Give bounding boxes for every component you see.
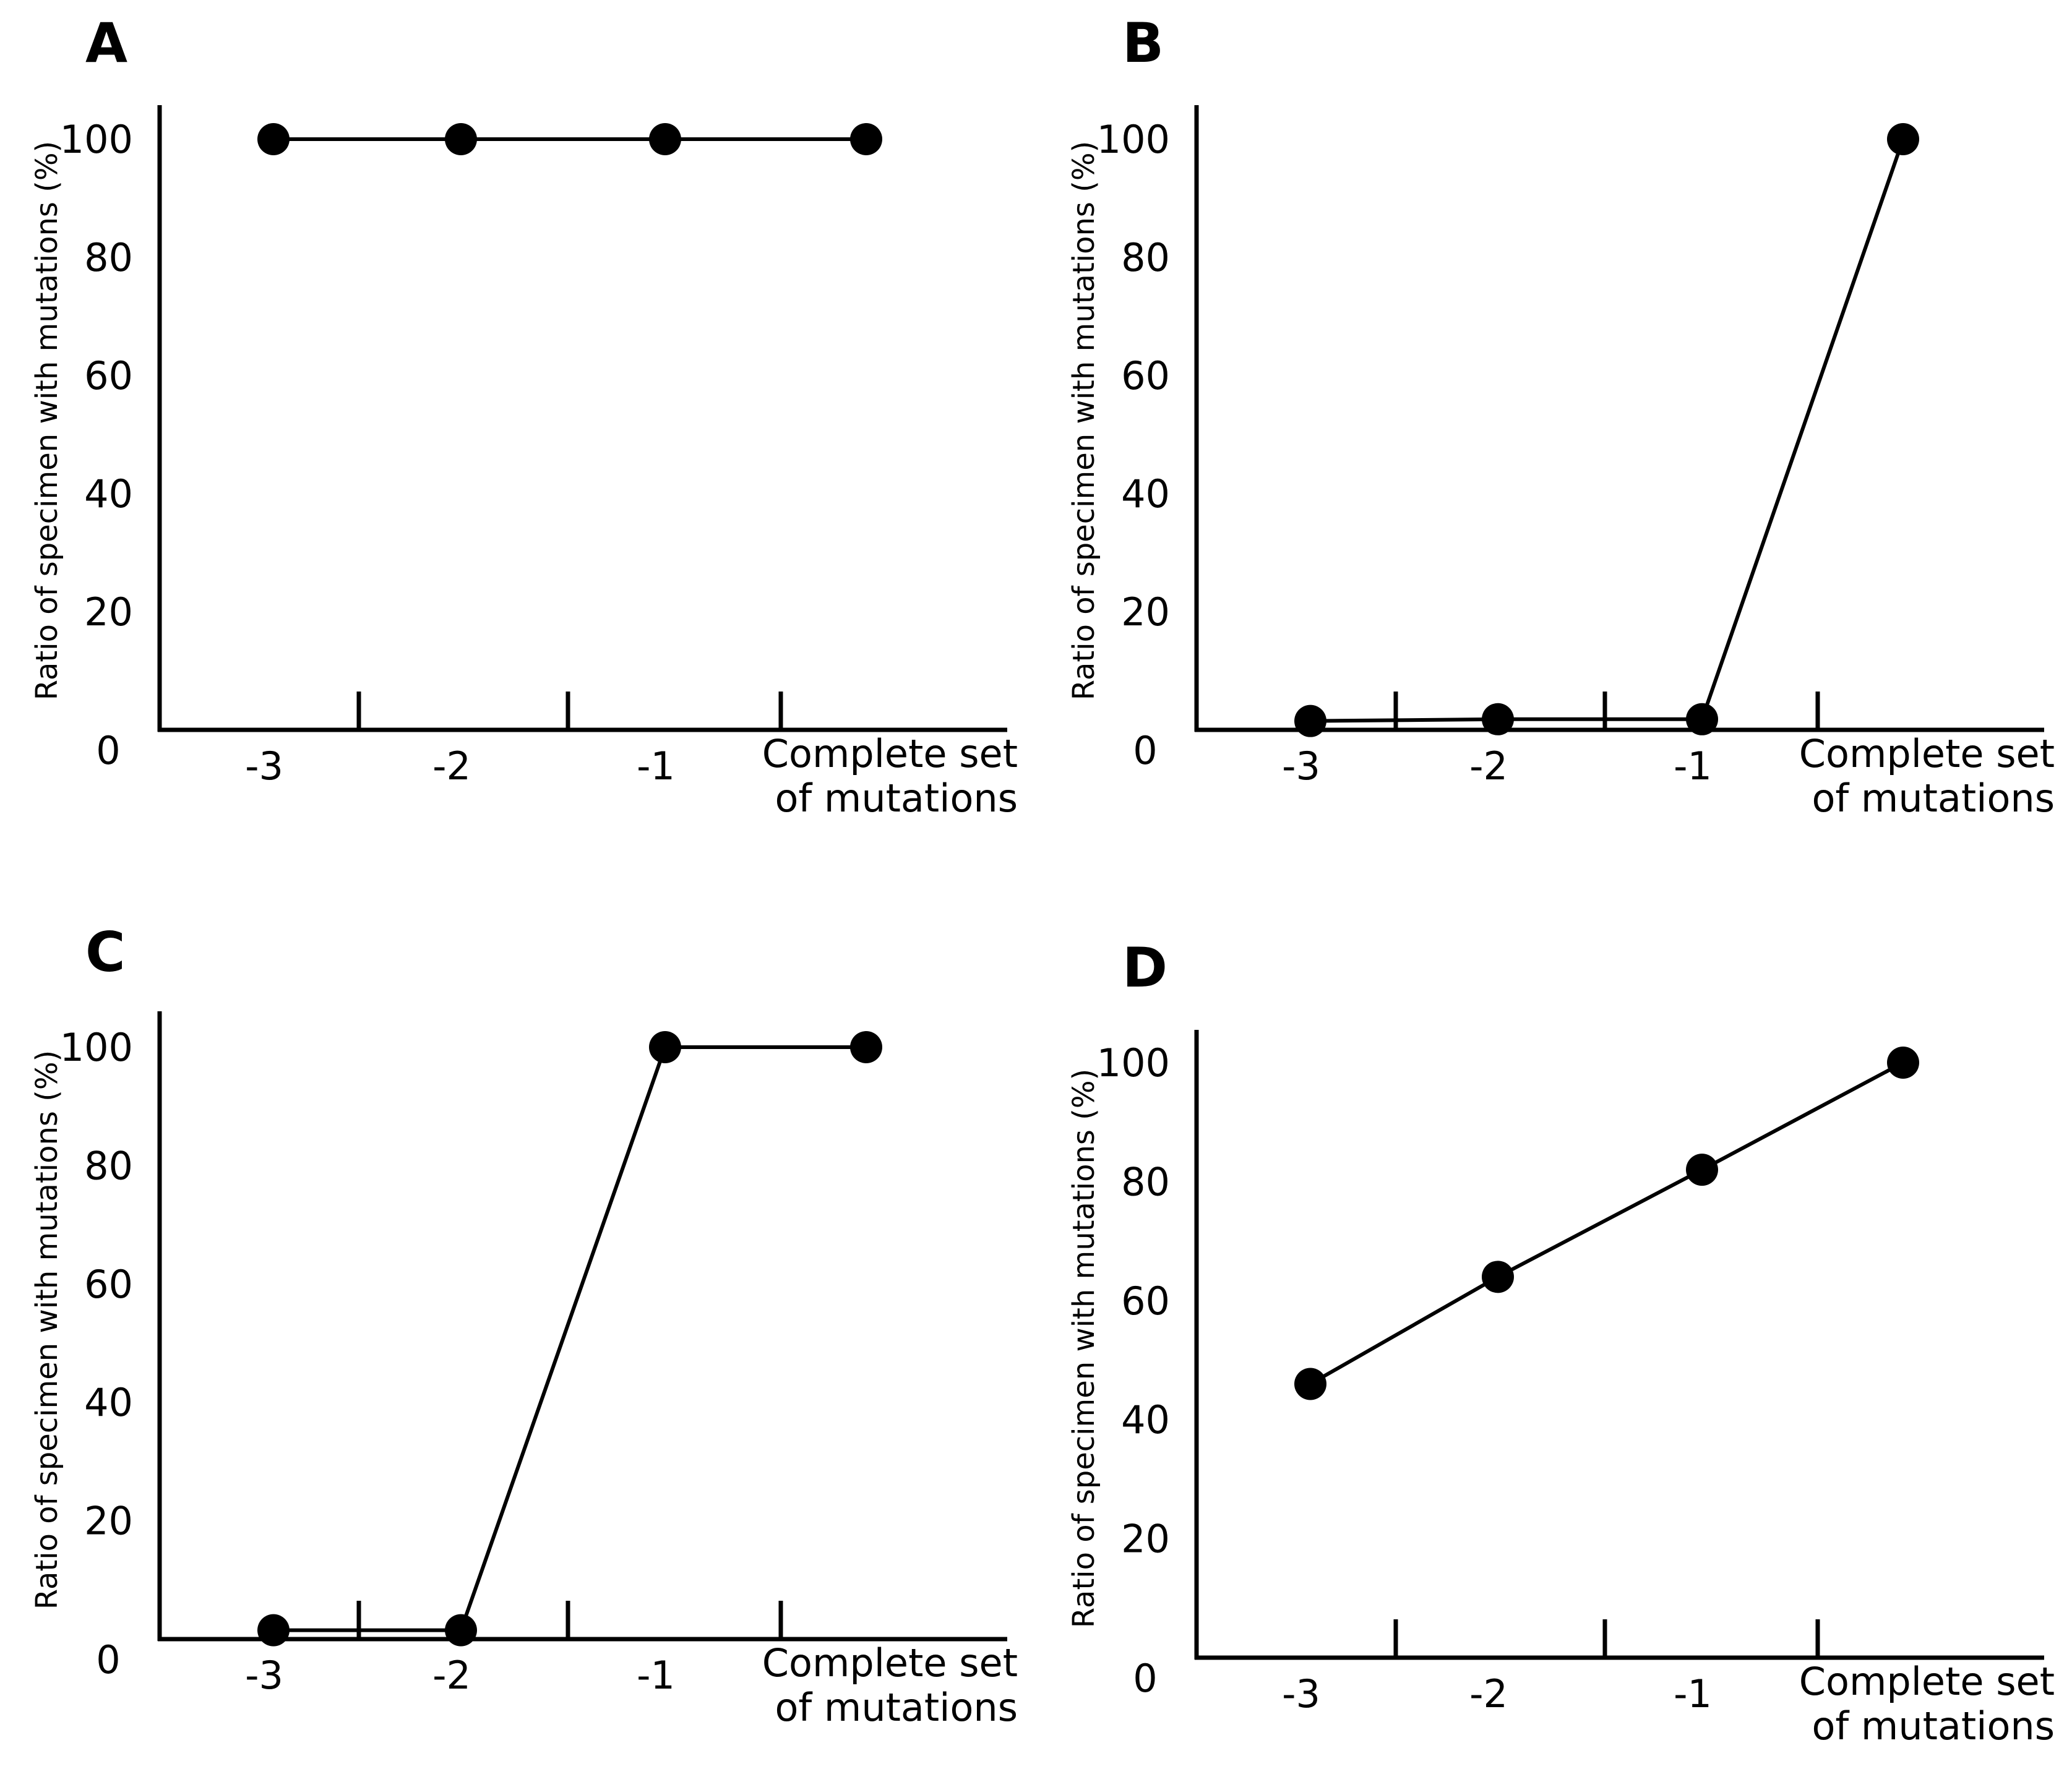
x-category-label: -3 (1282, 743, 1320, 789)
panel-a: A Ratio of specimen with mutations (%) 0 20… (30, 11, 1018, 821)
panel-letter: A (85, 11, 127, 75)
series-line (1310, 139, 1905, 723)
y-tick-label: 20 (1121, 589, 1170, 635)
y-tick-label: 0 (1133, 1656, 1157, 1701)
y-tick-label: 40 (1121, 471, 1170, 516)
y-tick-label: 100 (1097, 117, 1170, 162)
y-axis-label: Ratio of specimen with mutations (%) (1067, 1069, 1101, 1629)
x-category-label: Complete set of mutations (762, 731, 1018, 821)
data-point (1887, 1047, 1919, 1079)
x-category-label: Complete set of mutations (1799, 731, 2055, 821)
y-tick-label: 0 (96, 728, 120, 773)
y-tick-label: 0 (1133, 728, 1157, 773)
x-category-label: -2 (432, 1653, 471, 1698)
data-point (445, 1614, 477, 1647)
y-tick-label: 60 (1121, 353, 1170, 398)
data-point (1482, 1261, 1514, 1293)
data-point (1294, 1368, 1326, 1400)
y-tick-label: 80 (84, 1143, 133, 1188)
panel-c: C Ratio of specimen with mutations (%) 0 20… (30, 920, 1018, 1730)
panel-d: D Ratio of specimen with mutations (%) 0 20… (1067, 936, 2055, 1749)
data-point (1686, 703, 1718, 735)
x-category-label: -1 (637, 743, 675, 789)
series-line (273, 1045, 866, 1632)
y-tick-label: 60 (1121, 1279, 1170, 1324)
data-point (445, 123, 477, 155)
x-category-label: -3 (1282, 1671, 1320, 1716)
data-point (649, 1031, 681, 1063)
y-axis-label: Ratio of specimen with mutations (%) (30, 141, 64, 701)
data-point (1887, 123, 1919, 155)
data-point (649, 123, 681, 155)
y-tick-label: 80 (84, 235, 133, 280)
y-tick-label: 80 (1121, 235, 1170, 280)
y-tick-label: 80 (1121, 1159, 1170, 1204)
y-tick-label: 100 (60, 1025, 133, 1070)
panel-b: B Ratio of specimen with mutations (%) 0 20… (1067, 11, 2055, 821)
x-category-label: -1 (1674, 743, 1712, 789)
data-point (850, 1031, 882, 1063)
data-point (257, 123, 290, 155)
y-tick-label: 60 (84, 1262, 133, 1307)
y-tick-label: 20 (1121, 1517, 1170, 1562)
x-category-label: -2 (1469, 743, 1508, 789)
data-point (1686, 1154, 1718, 1186)
y-tick-label: 40 (84, 1380, 133, 1425)
data-point (257, 1614, 290, 1647)
y-tick-label: 100 (1097, 1040, 1170, 1086)
x-category-label: -2 (1469, 1671, 1508, 1716)
y-tick-label: 60 (84, 353, 133, 398)
y-axis-label: Ratio of specimen with mutations (%) (1067, 141, 1101, 701)
x-category-label: Complete set of mutations (762, 1640, 1018, 1730)
y-tick-label: 40 (84, 471, 133, 516)
x-category-label: -1 (1674, 1671, 1712, 1716)
y-axis-label: Ratio of specimen with mutations (%) (30, 1050, 64, 1610)
data-point (850, 123, 882, 155)
x-category-label: -1 (637, 1653, 675, 1698)
x-category-label: -3 (245, 743, 283, 789)
panel-letter: B (1122, 11, 1164, 75)
y-tick-label: 20 (84, 589, 133, 635)
x-category-label: -3 (245, 1653, 283, 1698)
y-tick-label: 40 (1121, 1397, 1170, 1442)
x-category-label: Complete set of mutations (1799, 1659, 2055, 1749)
y-tick-label: 0 (96, 1637, 120, 1682)
data-point (1294, 705, 1326, 737)
series-line (1309, 1061, 1904, 1386)
x-category-label: -2 (432, 743, 471, 789)
panel-letter: C (85, 920, 126, 984)
panel-letter: D (1122, 936, 1167, 1000)
data-point (1482, 703, 1514, 735)
y-tick-label: 100 (60, 117, 133, 162)
y-tick-label: 20 (84, 1499, 133, 1544)
